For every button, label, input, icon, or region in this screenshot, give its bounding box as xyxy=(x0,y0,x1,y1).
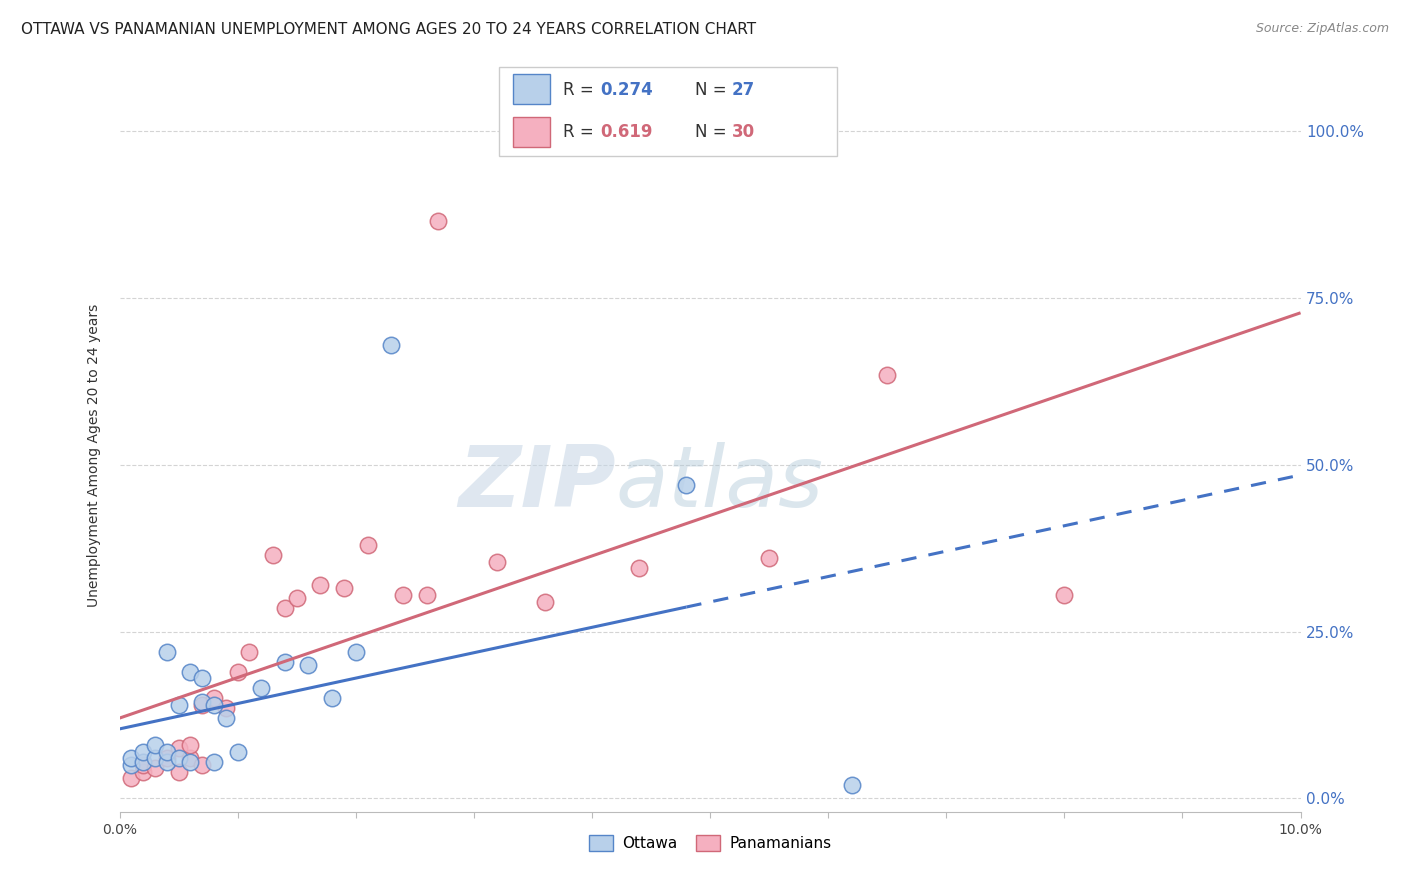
Point xyxy=(191,698,214,712)
Point xyxy=(344,645,367,659)
Text: 30: 30 xyxy=(733,122,755,141)
Text: 0.619: 0.619 xyxy=(600,122,652,141)
Point xyxy=(143,751,166,765)
Point xyxy=(156,755,179,769)
FancyBboxPatch shape xyxy=(499,67,837,156)
Point xyxy=(675,478,697,492)
Point xyxy=(392,588,415,602)
Point xyxy=(202,755,225,769)
Legend: Ottawa, Panamanians: Ottawa, Panamanians xyxy=(582,829,838,857)
Point xyxy=(274,655,297,669)
Point xyxy=(226,665,249,679)
Point xyxy=(238,645,260,659)
Point xyxy=(191,758,214,772)
Text: Source: ZipAtlas.com: Source: ZipAtlas.com xyxy=(1256,22,1389,36)
Point xyxy=(132,758,155,772)
Point xyxy=(215,711,238,725)
Point xyxy=(179,665,201,679)
Point xyxy=(876,368,898,382)
Point xyxy=(262,548,284,562)
Point xyxy=(156,751,179,765)
Point xyxy=(628,561,651,575)
Text: ZIP: ZIP xyxy=(458,442,616,525)
Point xyxy=(167,764,190,779)
Point xyxy=(333,582,356,596)
Point xyxy=(156,745,179,759)
Point xyxy=(309,578,332,592)
Point xyxy=(132,764,155,779)
Point xyxy=(297,658,319,673)
Point xyxy=(143,761,166,775)
Point xyxy=(179,738,201,752)
Point xyxy=(356,538,378,552)
Point xyxy=(285,591,308,606)
Point xyxy=(202,698,225,712)
Point xyxy=(179,755,201,769)
Point xyxy=(380,338,402,352)
Point xyxy=(120,772,142,786)
Text: OTTAWA VS PANAMANIAN UNEMPLOYMENT AMONG AGES 20 TO 24 YEARS CORRELATION CHART: OTTAWA VS PANAMANIAN UNEMPLOYMENT AMONG … xyxy=(21,22,756,37)
Text: N =: N = xyxy=(695,122,731,141)
Text: R =: R = xyxy=(564,80,599,99)
Point xyxy=(321,691,343,706)
Point xyxy=(167,698,190,712)
Point xyxy=(120,758,142,772)
Point xyxy=(167,741,190,756)
Point xyxy=(427,214,450,228)
Point xyxy=(415,588,437,602)
Text: 0.274: 0.274 xyxy=(600,80,654,99)
Y-axis label: Unemployment Among Ages 20 to 24 years: Unemployment Among Ages 20 to 24 years xyxy=(87,303,101,607)
Point xyxy=(533,594,555,608)
Point xyxy=(226,745,249,759)
Point xyxy=(758,551,780,566)
Point xyxy=(143,738,166,752)
Text: R =: R = xyxy=(564,122,599,141)
Point xyxy=(1053,588,1076,602)
FancyBboxPatch shape xyxy=(513,117,550,147)
Point xyxy=(215,701,238,715)
Point xyxy=(191,695,214,709)
Point xyxy=(841,778,863,792)
Point xyxy=(132,745,155,759)
Point xyxy=(486,555,509,569)
Point xyxy=(167,751,190,765)
Point xyxy=(250,681,273,696)
Text: N =: N = xyxy=(695,80,731,99)
Point xyxy=(179,751,201,765)
Point xyxy=(156,645,179,659)
FancyBboxPatch shape xyxy=(513,74,550,104)
Point xyxy=(202,691,225,706)
Point xyxy=(274,601,297,615)
Point xyxy=(132,755,155,769)
Point xyxy=(191,671,214,685)
Point xyxy=(120,751,142,765)
Text: atlas: atlas xyxy=(616,442,824,525)
Text: 27: 27 xyxy=(733,80,755,99)
